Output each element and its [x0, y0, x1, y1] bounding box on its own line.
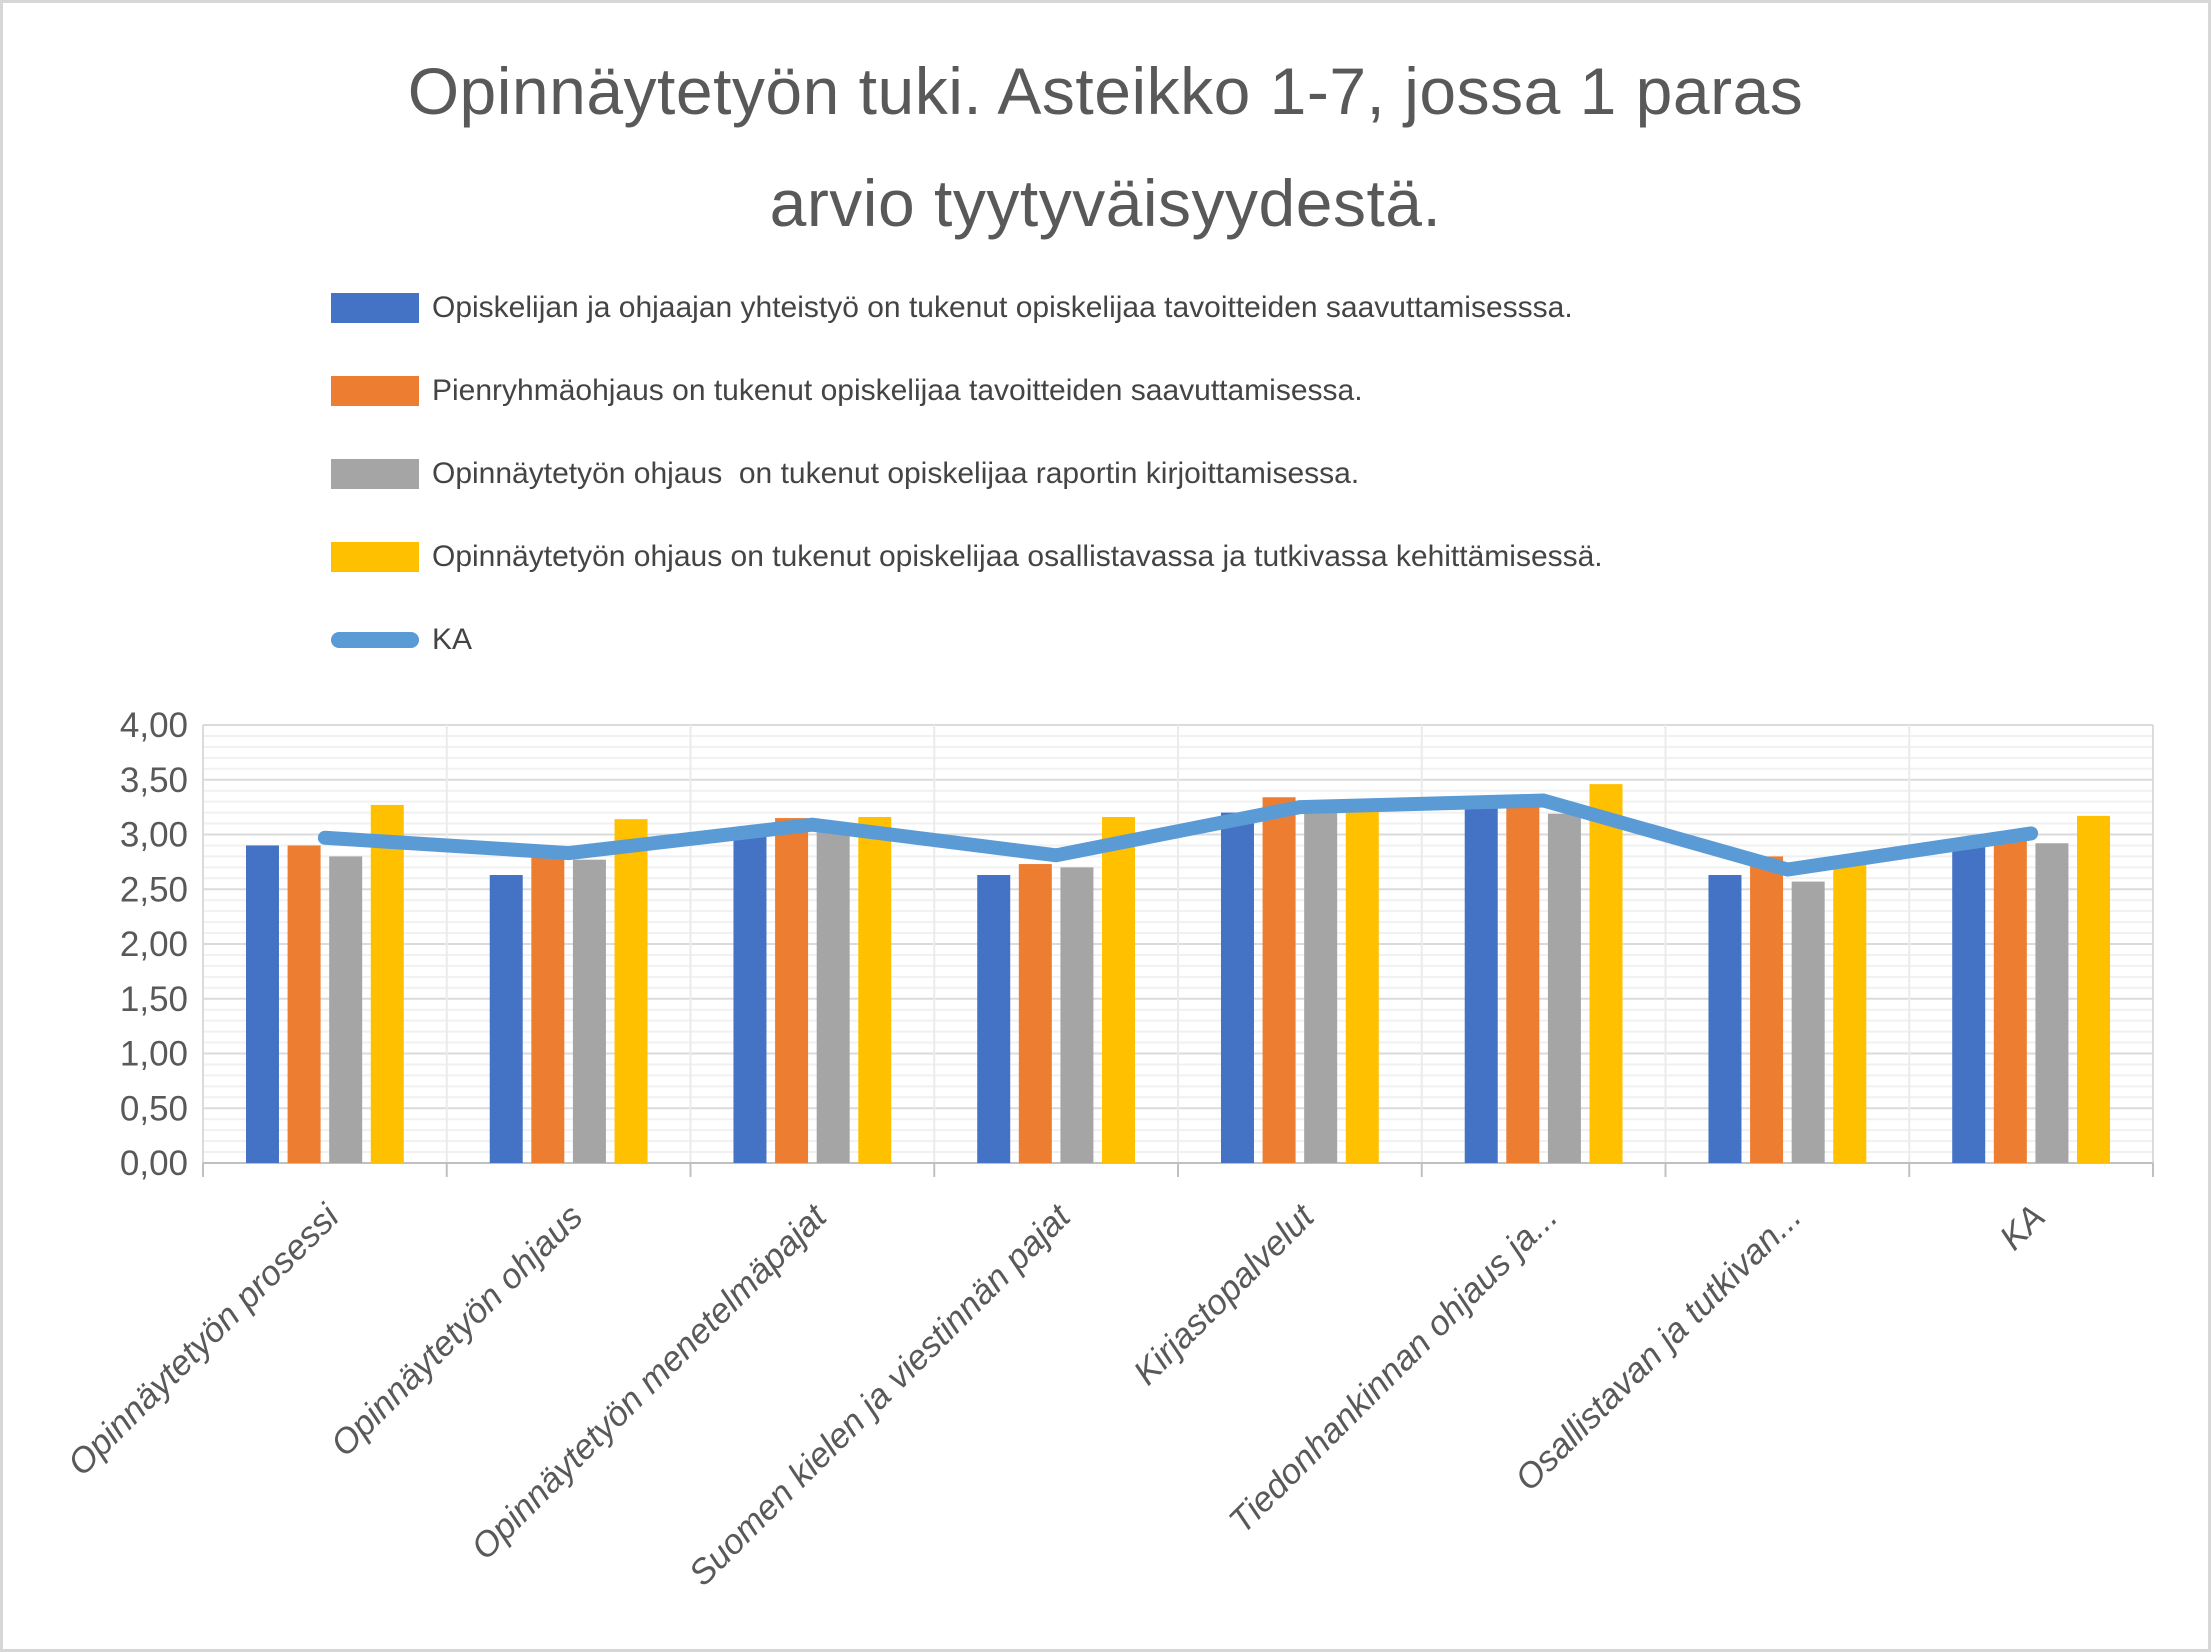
legend-item-yhteistyo: Opiskelijan ja ohjaajan yhteistyö on tuk…: [331, 291, 1603, 324]
x-axis-category-label: Suomen kielen ja viestinnän pajat: [681, 1196, 1078, 1593]
chart-title-line2: arvio tyytyväisyydestä.: [769, 166, 1442, 240]
bar-series4-cat4: [1102, 816, 1136, 1163]
chart-title-line1: Opinnäytetyön tuki. Asteikko 1-7, jossa …: [407, 54, 1804, 128]
bar-series3-cat7: [1791, 881, 1825, 1163]
bar-series3-cat4: [1060, 867, 1094, 1163]
legend: Opiskelijan ja ohjaajan yhteistyö on tuk…: [331, 291, 1603, 708]
legend-swatch-ka-line-icon: [331, 632, 419, 648]
legend-item-osallistava-kehittaminen: Opinnäytetyön ohjaus on tukenut opiskeli…: [331, 540, 1603, 573]
bar-series4-cat1: [370, 804, 404, 1163]
y-axis-tick-label: 3,00: [120, 816, 188, 855]
bar-series4-cat3: [858, 816, 892, 1163]
y-axis-tick-label: 0,00: [120, 1144, 188, 1183]
bar-series2-cat2: [531, 857, 565, 1163]
bar-series4-cat6: [1589, 784, 1623, 1163]
bar-series2-cat8: [1993, 834, 2027, 1163]
bar-series2-cat7: [1750, 856, 1784, 1163]
x-axis-category-label: Osallistavan ja tutkivan...: [1508, 1197, 1809, 1498]
bar-series3-cat5: [1304, 810, 1338, 1163]
bar-series2-cat6: [1506, 801, 1540, 1163]
bar-series1-cat2: [489, 875, 523, 1163]
bar-series2-cat3: [775, 818, 809, 1163]
bar-series3-cat2: [572, 859, 606, 1163]
bar-series3-cat6: [1547, 813, 1581, 1163]
x-axis-category-label: Kirjastopalvelut: [1126, 1196, 1322, 1392]
bar-series3-cat8: [2035, 843, 2069, 1163]
legend-item-ka: KA: [331, 623, 1603, 656]
bar-series4-cat5: [1345, 809, 1379, 1163]
legend-item-raportin-kirjoittaminen: Opinnäytetyön ohjaus on tukenut opiskeli…: [331, 457, 1603, 490]
bar-series2-cat5: [1262, 797, 1296, 1163]
bar-line-chart: 0,00 0,50 1,00 1,50 2,00 2,50 3,00 3,50 4,00 Opin…: [60, 706, 2154, 1593]
y-axis-tick-label: 4,00: [120, 706, 188, 745]
y-axis-tick-label: 2,00: [120, 925, 188, 964]
legend-swatch-orange-icon: [331, 376, 419, 406]
bar-series3-cat3: [816, 829, 850, 1163]
bar-series2-cat1: [287, 845, 321, 1163]
x-axis-category-label: Opinnäytetyön ohjaus: [323, 1197, 590, 1464]
x-axis-category-label: Opinnäytetyön prosessi: [60, 1196, 347, 1483]
y-axis-tick-label: 0,50: [120, 1089, 188, 1128]
legend-swatch-gray-icon: [331, 459, 419, 489]
bar-series1-cat7: [1708, 875, 1742, 1163]
bar-series1-cat8: [1952, 839, 1986, 1163]
bar-series1-cat3: [733, 834, 767, 1163]
legend-label-pienryhmaohjaus: Pienryhmäohjaus on tukenut opiskelijaa t…: [432, 374, 1363, 407]
legend-swatch-yellow-icon: [331, 542, 419, 572]
bar-series1-cat6: [1464, 803, 1498, 1163]
legend-label-osallistava-kehittaminen: Opinnäytetyön ohjaus on tukenut opiskeli…: [432, 540, 1603, 573]
bar-series3-cat1: [329, 856, 363, 1163]
legend-swatch-blue-icon: [331, 293, 419, 323]
bar-series4-cat2: [614, 819, 648, 1163]
ka-line: [317, 793, 2039, 877]
bar-series4-cat7: [1833, 865, 1867, 1163]
bar-series1-cat1: [245, 845, 279, 1163]
y-axis-tick-label: 3,50: [120, 761, 188, 800]
x-axis-category-label: KA: [1992, 1197, 2053, 1258]
legend-label-ka: KA: [432, 623, 473, 656]
bar-series2-cat4: [1018, 864, 1052, 1163]
bar-series1-cat4: [977, 875, 1011, 1163]
bar-series1-cat5: [1220, 812, 1254, 1163]
bar-series4-cat8: [2077, 815, 2111, 1163]
y-axis-tick-label: 1,00: [120, 1035, 188, 1074]
legend-label-raportin-kirjoittaminen: Opinnäytetyön ohjaus on tukenut opiskeli…: [432, 457, 1360, 490]
legend-item-pienryhmaohjaus: Pienryhmäohjaus on tukenut opiskelijaa t…: [331, 374, 1603, 407]
chart-title: Opinnäytetyön tuki. Asteikko 1-7, jossa …: [3, 35, 2208, 259]
y-axis-tick-label: 1,50: [120, 980, 188, 1019]
legend-label-yhteistyo: Opiskelijan ja ohjaajan yhteistyö on tuk…: [432, 291, 1573, 324]
y-axis-tick-label: 2,50: [120, 870, 188, 909]
